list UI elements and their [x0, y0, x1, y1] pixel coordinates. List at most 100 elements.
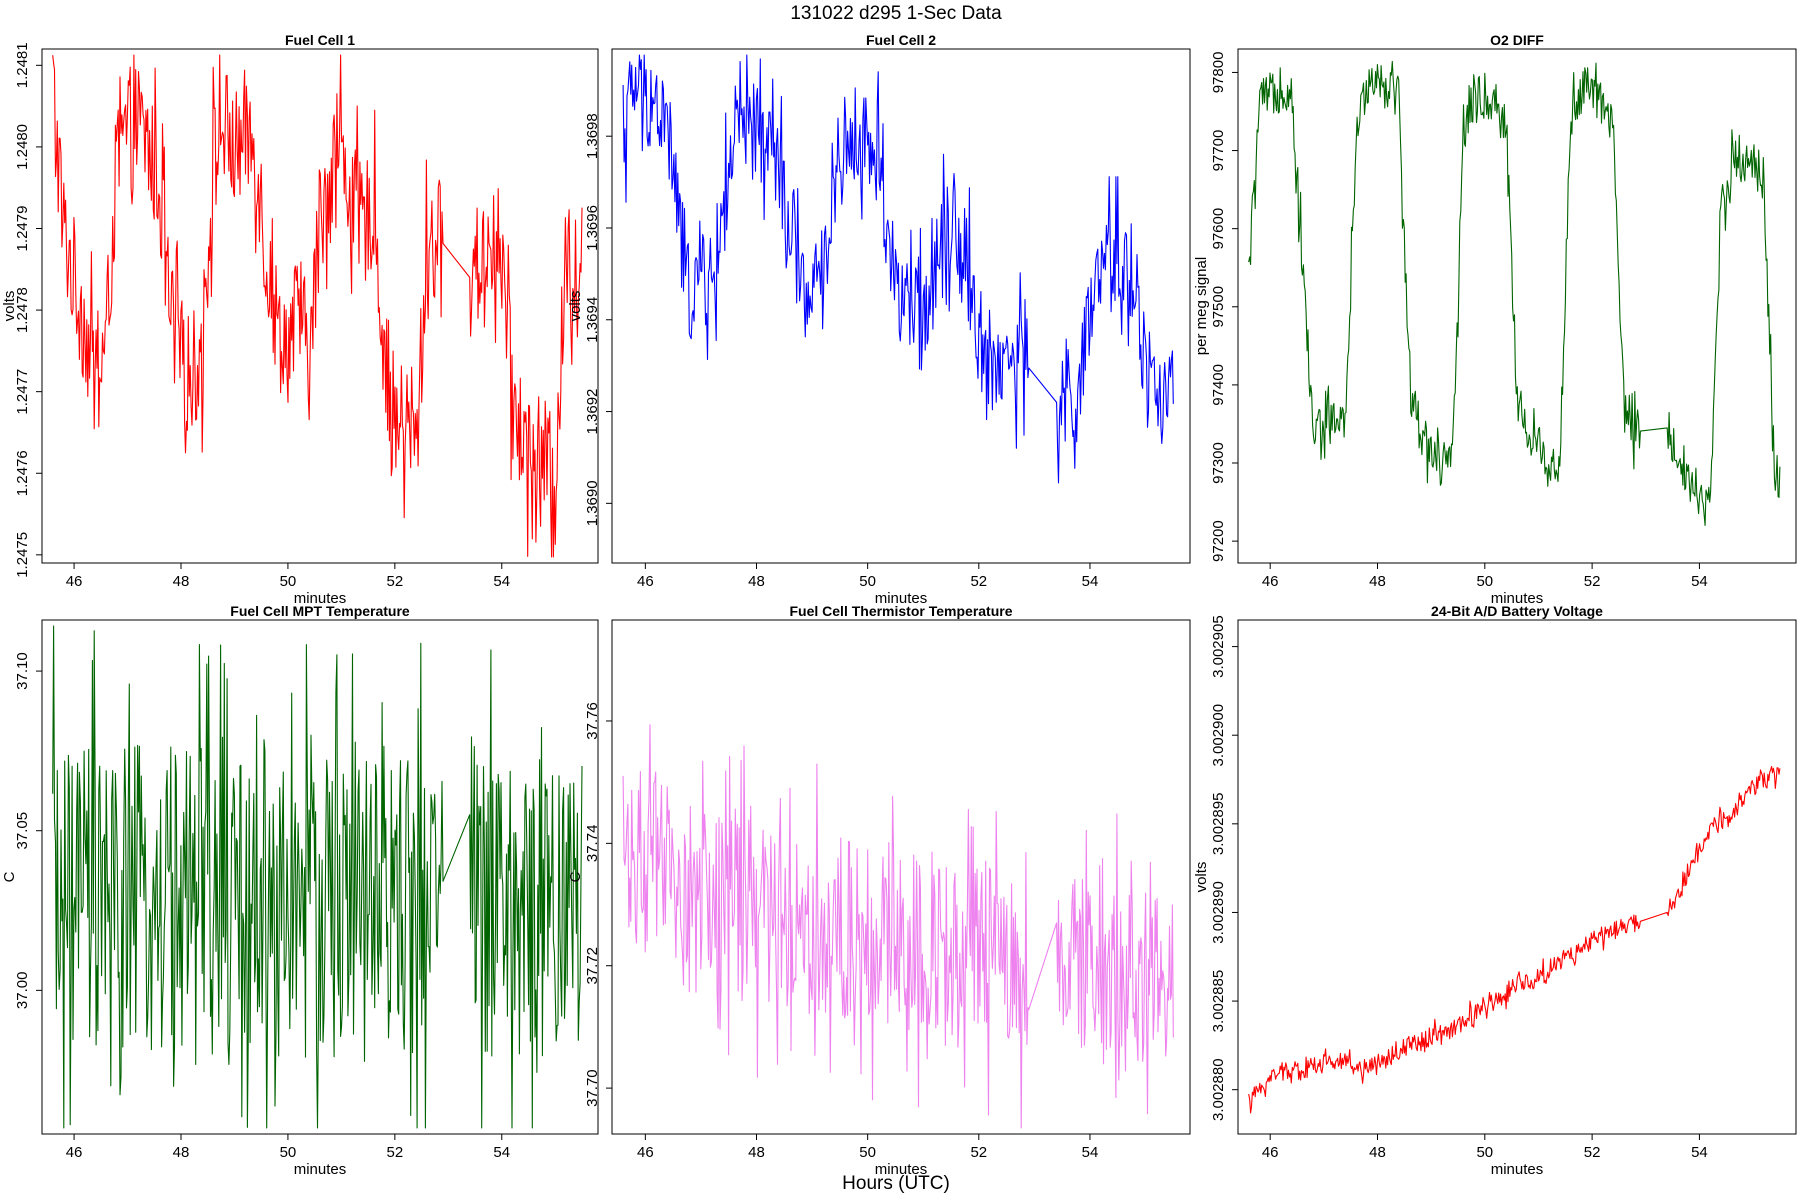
plot-frame: [611, 48, 1191, 564]
series-line: [1248, 765, 1781, 1114]
y-tick-label: 1.3698: [584, 113, 601, 159]
y-tick-label: 97700: [1210, 130, 1227, 172]
y-tick-label: 1.3692: [584, 389, 601, 435]
x-tick-label: 54: [1691, 1144, 1708, 1161]
panel-3: O2 DIFF 46 48 50 52 54 minutes 97200 97300 97400 9…: [1193, 32, 1797, 607]
y-axis-label: volts: [1, 291, 18, 322]
y-axis-label: C: [567, 871, 584, 882]
y-tick-label: 97200: [1210, 520, 1227, 562]
panel-title: Fuel Cell 2: [866, 32, 936, 48]
plot-frame: [41, 619, 599, 1135]
y-tick-label: 97500: [1210, 286, 1227, 328]
y-tick-label: 97800: [1210, 52, 1227, 94]
y-tick-label: 3.002890: [1210, 881, 1227, 944]
series-line: [622, 724, 1174, 1129]
panels: Fuel Cell 1 46 48 50 52 54 minutes 1.2475 1.2476…: [1, 32, 1797, 1178]
panel-1: Fuel Cell 1 46 48 50 52 54 minutes 1.2475 1.2476…: [1, 32, 599, 607]
x-tick-label: 52: [1584, 1144, 1601, 1161]
x-tick-label: 52: [387, 1144, 404, 1161]
x-axis-label: minutes: [1491, 590, 1544, 607]
y-tick-label: 97300: [1210, 442, 1227, 484]
x-tick-label: 46: [1262, 1144, 1279, 1161]
figure-bottom-label: Hours (UTC): [842, 1173, 950, 1194]
y-axis-label: volts: [1193, 862, 1210, 893]
x-tick-label: 50: [280, 573, 297, 590]
y-tick-label: 1.2475: [14, 532, 31, 578]
x-axis-label: minutes: [1491, 1161, 1544, 1178]
panel-title: Fuel Cell 1: [285, 32, 355, 48]
y-tick-label: 3.002895: [1210, 793, 1227, 856]
y-tick-label: 37.05: [14, 812, 31, 850]
x-tick-label: 46: [66, 573, 83, 590]
panel-5: Fuel Cell Thermistor Temperature 46 48 50 52…: [567, 603, 1191, 1178]
x-tick-label: 50: [1476, 573, 1493, 590]
x-axis-label: minutes: [875, 1161, 928, 1178]
x-tick-label: 46: [66, 1144, 83, 1161]
y-tick-label: 37.00: [14, 972, 31, 1010]
y-tick-label: 3.002900: [1210, 704, 1227, 767]
y-tick-label: 1.2479: [14, 206, 31, 252]
x-tick-label: 50: [859, 573, 876, 590]
panel-title: Fuel Cell MPT Temperature: [230, 603, 410, 619]
y-tick-label: 37.10: [14, 652, 31, 690]
x-axis-label: minutes: [294, 590, 347, 607]
x-tick-label: 52: [970, 573, 987, 590]
x-tick-label: 52: [387, 573, 404, 590]
y-tick-label: 37.70: [584, 1069, 601, 1107]
x-tick-label: 50: [1476, 1144, 1493, 1161]
plot-frame: [41, 48, 599, 564]
y-axis-label: volts: [567, 291, 584, 322]
series-line: [1248, 60, 1781, 526]
y-tick-label: 3.002905: [1210, 615, 1227, 678]
y-tick-label: 37.72: [584, 947, 601, 985]
x-tick-label: 54: [493, 573, 510, 590]
y-axis-label: C: [1, 871, 18, 882]
y-tick-label: 1.2480: [14, 124, 31, 170]
x-tick-label: 46: [1262, 573, 1279, 590]
plot-frame: [1237, 48, 1797, 564]
figure-title: 131022 d295 1-Sec Data: [790, 3, 1002, 24]
x-axis-label: minutes: [294, 1161, 347, 1178]
y-tick-label: 1.3696: [584, 205, 601, 251]
plot-frame: [611, 619, 1191, 1135]
x-tick-label: 48: [173, 1144, 190, 1161]
x-tick-label: 48: [748, 573, 765, 590]
x-tick-label: 52: [970, 1144, 987, 1161]
y-axis-label: per meg signal: [1193, 257, 1210, 355]
y-tick-label: 37.74: [584, 825, 601, 863]
series-line: [622, 54, 1174, 484]
y-tick-label: 1.2478: [14, 287, 31, 333]
x-tick-label: 46: [637, 1144, 654, 1161]
plot-frame: [1237, 619, 1797, 1135]
panel-title: O2 DIFF: [1490, 32, 1544, 48]
panel-2: Fuel Cell 2 46 48 50 52 54 minutes 1.3690 1.3692…: [567, 32, 1191, 607]
x-tick-label: 50: [859, 1144, 876, 1161]
series-line: [52, 54, 583, 558]
x-tick-label: 50: [280, 1144, 297, 1161]
x-tick-label: 48: [173, 573, 190, 590]
x-tick-label: 54: [493, 1144, 510, 1161]
y-tick-label: 1.3690: [584, 480, 601, 526]
x-tick-label: 46: [637, 573, 654, 590]
x-tick-label: 54: [1691, 573, 1708, 590]
y-tick-label: 1.3694: [584, 297, 601, 343]
y-tick-label: 1.2481: [14, 42, 31, 88]
y-tick-label: 97400: [1210, 364, 1227, 406]
panel-4: Fuel Cell MPT Temperature 46 48 50 52 54 minut…: [1, 603, 599, 1178]
y-tick-label: 3.002880: [1210, 1058, 1227, 1121]
x-tick-label: 52: [1584, 573, 1601, 590]
x-axis-label: minutes: [875, 590, 928, 607]
x-tick-label: 48: [1369, 573, 1386, 590]
x-tick-label: 48: [748, 1144, 765, 1161]
y-tick-label: 3.002885: [1210, 970, 1227, 1033]
x-tick-label: 48: [1369, 1144, 1386, 1161]
series-line: [52, 625, 583, 1129]
panel-6: 24-Bit A/D Battery Voltage 46 48 50 52 54 minu…: [1193, 603, 1797, 1178]
x-tick-label: 54: [1082, 573, 1099, 590]
panel-title: 24-Bit A/D Battery Voltage: [1431, 603, 1603, 619]
panel-title: Fuel Cell Thermistor Temperature: [789, 603, 1012, 619]
y-tick-label: 37.76: [584, 702, 601, 740]
y-tick-label: 1.2476: [14, 450, 31, 496]
x-tick-label: 54: [1082, 1144, 1099, 1161]
